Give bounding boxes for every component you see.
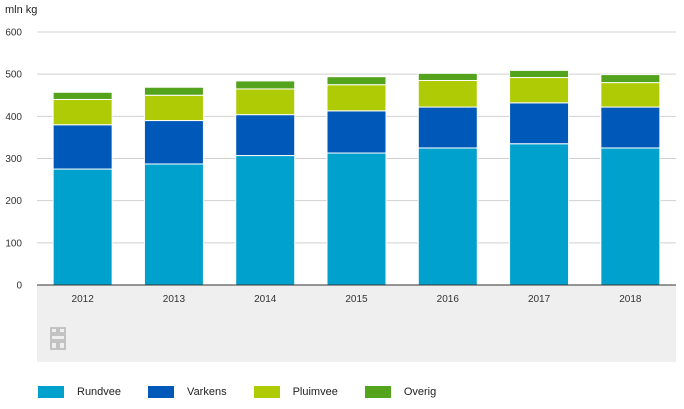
legend-swatch bbox=[148, 386, 175, 398]
bar-pluimvee-2013 bbox=[143, 94, 204, 122]
bar-rundvee-2013 bbox=[143, 163, 204, 286]
x-axis-ticks: 2012 2013 2014 2015 2016 2017 2018 bbox=[72, 294, 642, 305]
bar-overig-2018 bbox=[600, 74, 661, 84]
x-tick-label: 2013 bbox=[163, 294, 186, 305]
y-tick-label: 0 bbox=[16, 281, 22, 292]
bar-varkens-2012 bbox=[52, 124, 113, 170]
x-tick-label: 2017 bbox=[528, 294, 551, 305]
y-axis-ticks: 0 100 200 300 400 500 600 bbox=[5, 28, 22, 292]
x-tick-label: 2016 bbox=[437, 294, 460, 305]
bar-rundvee-2016 bbox=[417, 147, 478, 286]
bar-varkens-2017 bbox=[509, 102, 570, 145]
bar-varkens-2015 bbox=[326, 110, 387, 154]
bar-varkens-2016 bbox=[417, 106, 478, 149]
plot-footer-background bbox=[37, 285, 676, 362]
legend-item-rundvee: Rundvee bbox=[38, 386, 121, 398]
bar-overig-2016 bbox=[417, 72, 478, 81]
cbs-logo bbox=[50, 327, 66, 350]
bar-rundvee-2017 bbox=[509, 143, 570, 286]
stacked-bar-chart: 0 100 200 300 400 500 600 2012 2013 2014 2015 2016… bbox=[5, 28, 676, 362]
x-tick-label: 2014 bbox=[254, 294, 277, 305]
y-tick-label: 600 bbox=[5, 28, 22, 39]
bars bbox=[52, 69, 661, 286]
bar-overig-2015 bbox=[326, 76, 387, 86]
legend-label: Overig bbox=[403, 386, 437, 398]
bar-varkens-2013 bbox=[143, 120, 204, 165]
bar-overig-2017 bbox=[509, 69, 570, 79]
x-tick-label: 2012 bbox=[72, 294, 95, 305]
legend-label: Varkens bbox=[187, 386, 227, 398]
bar-overig-2012 bbox=[52, 91, 113, 100]
legend-item-pluimvee: Pluimvee bbox=[253, 386, 338, 398]
bar-pluimvee-2017 bbox=[509, 77, 570, 104]
legend-item-varkens: Varkens bbox=[148, 386, 227, 398]
x-tick-label: 2018 bbox=[619, 294, 642, 305]
legend: Rundvee Varkens Pluimvee Overig bbox=[38, 386, 463, 398]
y-tick-label: 300 bbox=[5, 154, 22, 165]
y-tick-label: 500 bbox=[5, 70, 22, 81]
y-tick-label: 400 bbox=[5, 112, 22, 123]
bar-overig-2014 bbox=[235, 80, 296, 90]
legend-swatch bbox=[38, 386, 64, 398]
bar-pluimvee-2015 bbox=[326, 84, 387, 112]
bar-rundvee-2012 bbox=[52, 168, 113, 286]
y-axis-label: mln kg bbox=[5, 4, 38, 16]
bar-pluimvee-2016 bbox=[417, 79, 478, 108]
bar-pluimvee-2018 bbox=[600, 82, 661, 108]
y-tick-label: 200 bbox=[5, 196, 22, 207]
bar-rundvee-2014 bbox=[235, 155, 296, 286]
x-tick-label: 2015 bbox=[345, 294, 368, 305]
legend-label: Pluimvee bbox=[292, 386, 338, 398]
bar-rundvee-2018 bbox=[600, 147, 661, 286]
legend-swatch bbox=[364, 386, 391, 398]
y-tick-label: 100 bbox=[5, 238, 22, 249]
bar-varkens-2014 bbox=[235, 114, 296, 157]
bar-overig-2013 bbox=[143, 86, 204, 96]
bar-pluimvee-2014 bbox=[235, 88, 296, 116]
bar-rundvee-2015 bbox=[326, 152, 387, 286]
legend-item-overig: Overig bbox=[364, 386, 437, 398]
bar-varkens-2018 bbox=[600, 106, 661, 149]
bar-pluimvee-2012 bbox=[52, 98, 113, 126]
legend-swatch bbox=[253, 386, 280, 398]
legend-label: Rundvee bbox=[77, 386, 122, 398]
